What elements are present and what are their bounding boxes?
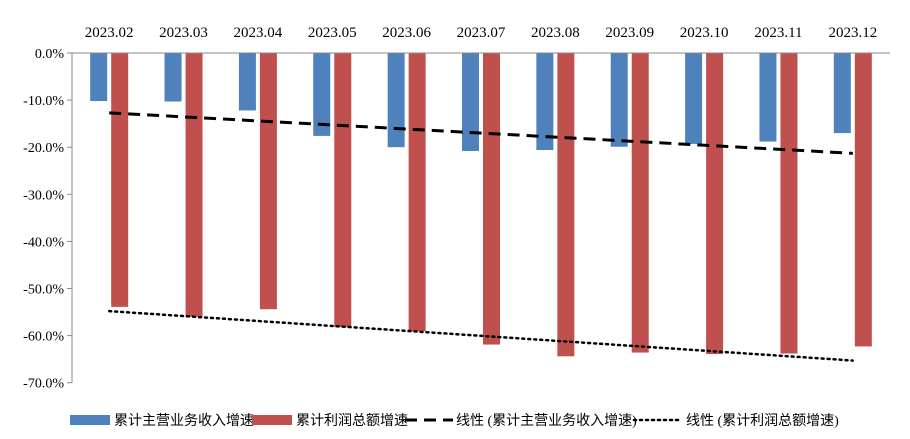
trendline-2 <box>107 309 855 362</box>
bar-series-1 <box>90 53 108 102</box>
legend-label: 累计利润总额增速 <box>296 413 408 429</box>
y-tick-label: -60.0% <box>23 330 64 345</box>
y-tick-label: 0.0% <box>35 47 65 62</box>
legend-swatch <box>252 415 292 425</box>
bar-series-2 <box>111 53 129 307</box>
x-tick-label: 2023.10 <box>680 25 729 41</box>
x-tick-label: 2023.06 <box>382 25 431 41</box>
bar-series-1 <box>238 53 256 111</box>
bar-series-1 <box>685 53 703 144</box>
bar-series-2 <box>259 53 277 310</box>
bar-series-2 <box>483 53 500 345</box>
legend-swatch <box>70 415 110 425</box>
bar-series-2 <box>557 53 575 357</box>
x-tick-label: 2023.03 <box>159 25 208 41</box>
bar-series-1 <box>536 53 554 151</box>
y-axis: 0.0% -10.0% -20.0% -30.0% -40.0% -50.0% -60.0%… <box>23 47 73 392</box>
bar-series-2 <box>854 53 872 347</box>
x-tick-label: 2023.09 <box>605 25 654 41</box>
bar-series-1 <box>759 53 777 142</box>
x-tick-label: 2023.11 <box>754 25 802 41</box>
bar-series-1 <box>462 53 479 151</box>
x-tick-label: 2023.07 <box>457 25 506 41</box>
legend-label: 线性 (累计利润总额增速) <box>686 413 839 429</box>
y-tick-label: -50.0% <box>23 283 64 298</box>
y-tick-label: -30.0% <box>23 188 64 203</box>
x-tick-label: 2023.05 <box>308 25 357 41</box>
x-axis-labels: 2023.02 2023.03 2023.04 2023.05 2023.06 2023.… <box>85 25 877 41</box>
legend-label: 线性 (累计主营业务收入增速) <box>456 413 637 429</box>
legend: 累计主营业务收入增速 累计利润总额增速 线性 (累计主营业务收入增速) 线性 (累计利… <box>70 413 839 429</box>
x-tick-label: 2023.12 <box>828 25 877 41</box>
bar-series-2 <box>185 53 203 317</box>
bar-series-1 <box>833 53 851 134</box>
bar-series-2 <box>408 53 426 332</box>
bar-series-1 <box>610 53 628 147</box>
y-tick-label: -70.0% <box>23 377 64 392</box>
y-tick-label: -40.0% <box>23 235 64 250</box>
y-tick-label: -10.0% <box>23 94 64 109</box>
legend-label: 累计主营业务收入增速 <box>114 413 254 429</box>
bar-series-1 <box>387 53 405 148</box>
x-tick-label: 2023.02 <box>85 25 134 41</box>
bar-series-2 <box>780 53 798 354</box>
y-tick-label: -20.0% <box>23 141 64 156</box>
trendline-1 <box>109 111 853 155</box>
x-tick-label: 2023.04 <box>234 25 283 41</box>
bars <box>90 53 872 357</box>
trendlines <box>107 111 855 362</box>
bar-series-1 <box>164 53 182 102</box>
x-tick-label: 2023.08 <box>531 25 580 41</box>
bar-series-2 <box>334 53 352 328</box>
bar-series-2 <box>631 53 649 353</box>
bar-series-2 <box>706 53 724 354</box>
bar-series-1 <box>313 53 331 136</box>
